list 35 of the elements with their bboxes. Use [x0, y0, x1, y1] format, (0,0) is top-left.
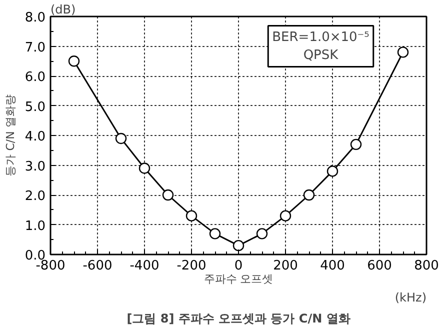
y-tick-label: 5.0 [24, 100, 46, 115]
y-tick-label: 2.0 [24, 189, 46, 204]
y-tick-label: 8.0 [24, 10, 46, 26]
point [326, 166, 338, 177]
text: (dB) [50, 2, 76, 16]
point [232, 240, 244, 252]
x-axis-title: 주파수 오프셋 [204, 272, 274, 286]
y-tick-label: 1.0 [24, 218, 46, 234]
point [397, 46, 409, 58]
x-tick-label: 200 [273, 258, 298, 274]
point [280, 210, 292, 222]
y-tick-label: 4.0 [24, 130, 46, 144]
point [209, 228, 221, 240]
x-tick-label: 0 [234, 258, 243, 274]
y-tick-label: 3.0 [24, 159, 46, 174]
x-tick-label: -400 [130, 258, 160, 274]
point [115, 132, 127, 144]
point [186, 210, 198, 222]
point [138, 162, 150, 174]
x-tick-label: -200 [176, 258, 206, 274]
point [68, 56, 80, 67]
annotation: BER=1.0×10⁻⁵ QPSK [272, 30, 370, 63]
point [256, 228, 268, 240]
x-tick-label: 800 [414, 258, 439, 274]
point [162, 189, 174, 201]
text: [그림 8] 주파수 오프셋과 등가 C/N 열화 [126, 312, 350, 326]
point [350, 138, 362, 150]
text: (kHz) [394, 290, 427, 304]
y-axis-title: 등가 C/N 열화량 [4, 94, 17, 176]
x-tick-label: -600 [82, 258, 112, 274]
x-tick-label: 400 [320, 258, 345, 274]
point [303, 189, 315, 201]
x-tick-label: 600 [367, 258, 392, 274]
y-tick-label: 6.0 [24, 70, 46, 85]
y-tick-label: 7.0 [24, 40, 46, 56]
